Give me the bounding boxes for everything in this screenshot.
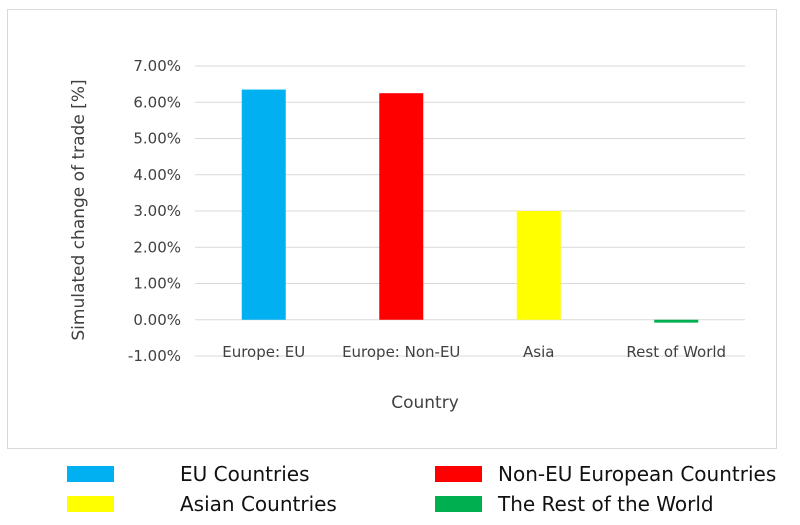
y-tick-label: 7.00%: [133, 57, 181, 75]
gridlines: [195, 65, 745, 357]
bar-1: [241, 89, 286, 320]
y-tick-labels: 7.00% 6.00% 5.00% 4.00% 3.00% 2.00% 1.00% 0.00%…: [128, 57, 181, 365]
bar-3: [516, 211, 561, 320]
x-tick-label: Rest of World: [626, 343, 726, 361]
y-tick-label: 2.00%: [133, 238, 181, 256]
y-tick-label: 5.00%: [133, 130, 181, 148]
y-tick-label: 1.00%: [133, 275, 181, 293]
legend-swatch-eu: [67, 466, 114, 482]
y-axis-title: Simulated change of trade [%]: [69, 79, 89, 340]
legend-swatch-non-eu: [435, 466, 482, 482]
bars: [241, 89, 699, 323]
chart-area: 7.00% 6.00% 5.00% 4.00% 3.00% 2.00% 1.00% 0.00%…: [7, 9, 777, 449]
x-tick-label: Europe: Non-EU: [342, 343, 460, 361]
bar-2: [379, 93, 424, 320]
x-tick-labels: Europe: EU Europe: Non-EU Asia Rest of Worl…: [222, 343, 726, 361]
legend-label-asia: Asian Countries: [180, 492, 337, 516]
y-tick-label: 4.00%: [133, 166, 181, 184]
x-tick-label: Asia: [523, 343, 554, 361]
y-tick-label: 3.00%: [133, 202, 181, 220]
legend-swatch-asia: [67, 496, 114, 512]
legend-label-non-eu: Non-EU European Countries: [498, 462, 777, 486]
legend-item-eu: EU Countries: [67, 462, 310, 486]
bar-chart: 7.00% 6.00% 5.00% 4.00% 3.00% 2.00% 1.00% 0.00%…: [69, 57, 745, 413]
legend-item-asia: Asian Countries: [67, 492, 337, 516]
legend-item-rest: The Rest of the World: [435, 492, 714, 516]
legend-item-non-eu: Non-EU European Countries: [435, 462, 776, 486]
y-tick-label: 0.00%: [133, 311, 181, 329]
legend-label-rest: The Rest of the World: [498, 492, 714, 516]
bar-4: [654, 319, 699, 323]
legend-label-eu: EU Countries: [180, 462, 310, 486]
y-tick-label: 6.00%: [133, 93, 181, 111]
x-tick-label: Europe: EU: [222, 343, 305, 361]
legend: EU Countries Non-EU European Countries A…: [0, 452, 800, 522]
x-axis-title: Country: [391, 393, 459, 413]
y-tick-label: -1.00%: [128, 347, 181, 365]
legend-swatch-rest: [435, 496, 482, 512]
